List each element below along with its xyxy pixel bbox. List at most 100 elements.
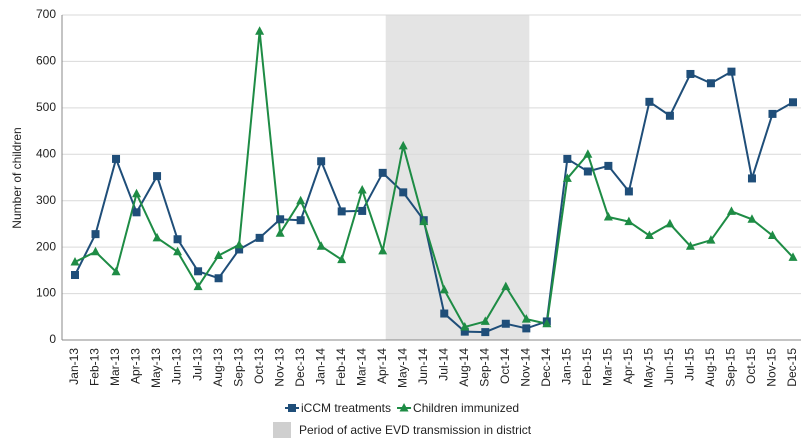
- marker: [789, 98, 797, 107]
- y-tick-label: 500: [36, 100, 56, 114]
- x-tick-label: Oct-15: [744, 348, 758, 384]
- y-tick-label: 100: [36, 286, 56, 300]
- marker: [112, 154, 121, 163]
- y-tick-label: 400: [36, 146, 56, 160]
- marker: [439, 284, 449, 294]
- y-tick-label: 600: [36, 54, 56, 68]
- y-tick-label: 700: [36, 7, 56, 21]
- x-tick-label: Nov-15: [765, 348, 779, 387]
- marker: [214, 250, 224, 259]
- marker: [501, 319, 510, 328]
- marker: [255, 233, 264, 242]
- marker: [317, 157, 326, 166]
- marker: [562, 173, 572, 182]
- x-tick-label: Nov-14: [518, 348, 532, 387]
- marker: [563, 154, 572, 163]
- marker: [686, 69, 695, 78]
- x-tick-label: Sep-14: [477, 348, 491, 387]
- marker: [460, 322, 470, 331]
- marker: [522, 324, 531, 333]
- x-tick-label: Jul-14: [436, 348, 450, 381]
- marker: [645, 97, 654, 106]
- x-tick-label: Mar-14: [354, 348, 368, 386]
- marker: [788, 252, 798, 261]
- marker: [624, 216, 634, 226]
- marker: [665, 111, 674, 120]
- marker: [399, 188, 408, 197]
- y-axis-label: Number of children: [10, 127, 24, 228]
- marker: [665, 218, 675, 228]
- marker: [624, 187, 633, 196]
- marker: [747, 174, 756, 183]
- y-tick-label: 200: [36, 239, 56, 253]
- x-tick-label: Dec-15: [785, 348, 799, 387]
- x-tick-label: Jan-14: [313, 348, 327, 385]
- marker: [767, 230, 777, 240]
- x-tick-label: Apr-15: [621, 348, 635, 384]
- marker: [255, 26, 265, 35]
- x-tick-label: Jan-15: [560, 348, 574, 385]
- marker: [70, 257, 80, 266]
- marker: [583, 149, 593, 158]
- marker: [398, 140, 408, 150]
- x-tick-label: Jan-13: [67, 348, 81, 385]
- series-line: [74, 70, 794, 334]
- marker: [91, 230, 100, 239]
- marker: [132, 188, 142, 198]
- marker: [91, 246, 101, 256]
- marker: [316, 241, 326, 250]
- marker: [419, 216, 429, 226]
- marker: [173, 235, 182, 244]
- marker: [378, 168, 387, 177]
- marker: [214, 274, 223, 283]
- marker: [71, 271, 79, 279]
- x-tick-label: Jul-15: [683, 348, 697, 381]
- marker: [399, 403, 409, 412]
- marker: [768, 109, 777, 118]
- x-tick-label: Aug-13: [211, 348, 225, 387]
- marker: [481, 328, 490, 337]
- x-tick-label: Sep-15: [724, 348, 738, 387]
- x-tick-label: Aug-15: [703, 348, 717, 387]
- marker: [460, 327, 469, 336]
- y-tick-label: 300: [36, 193, 56, 207]
- marker: [727, 67, 736, 76]
- marker: [644, 230, 654, 240]
- x-tick-label: Oct-13: [252, 348, 266, 384]
- legend-label: Period of active EVD transmission in dis…: [299, 423, 532, 437]
- marker: [604, 161, 613, 170]
- x-tick-label: Dec-13: [293, 348, 307, 387]
- x-tick-label: Mar-15: [601, 348, 615, 386]
- x-tick-label: Apr-14: [375, 348, 389, 384]
- x-tick-label: Nov-13: [272, 348, 286, 387]
- marker: [747, 214, 757, 223]
- x-tick-label: Feb-14: [334, 348, 348, 386]
- x-tick-label: Jul-13: [190, 348, 204, 381]
- marker: [193, 281, 203, 291]
- marker: [288, 404, 296, 412]
- marker: [603, 211, 613, 221]
- x-tick-label: Mar-13: [108, 348, 122, 386]
- marker: [542, 318, 552, 328]
- x-tick-label: Feb-13: [88, 348, 102, 386]
- marker: [275, 228, 285, 237]
- marker: [337, 207, 346, 216]
- x-tick-label: May-13: [149, 348, 163, 388]
- marker: [501, 281, 511, 291]
- marker: [583, 167, 592, 176]
- x-tick-label: May-14: [395, 348, 409, 388]
- x-tick-label: Oct-14: [498, 348, 512, 384]
- marker: [480, 316, 490, 325]
- marker: [685, 241, 695, 250]
- marker: [296, 195, 306, 205]
- marker: [276, 215, 285, 224]
- x-tick-label: Feb-15: [580, 348, 594, 386]
- marker: [357, 185, 367, 194]
- marker: [706, 235, 716, 244]
- marker: [194, 267, 203, 276]
- marker: [337, 254, 347, 264]
- marker: [132, 208, 141, 217]
- legend-label: Children immunized: [413, 401, 519, 415]
- marker: [234, 239, 244, 249]
